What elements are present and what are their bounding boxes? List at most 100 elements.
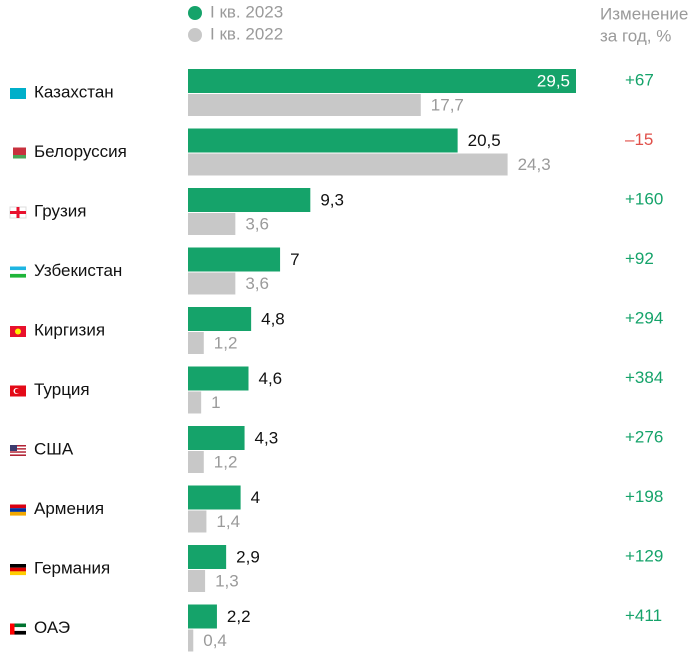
change-value: +276 (625, 427, 663, 446)
bar (188, 69, 576, 93)
flag (10, 623, 26, 628)
flag-icon (10, 147, 26, 159)
value-label: 1,3 (215, 571, 239, 590)
legend-swatch (188, 28, 202, 42)
legend-label: I кв. 2023 (210, 2, 283, 21)
category-label: Турция (34, 380, 90, 399)
bar (188, 391, 202, 414)
flag-icon (10, 564, 26, 576)
value-label: 20,5 (468, 131, 501, 150)
change-value: +160 (625, 189, 663, 208)
change-value: +294 (625, 308, 663, 327)
bar (188, 545, 227, 569)
legend-label: I кв. 2022 (210, 24, 283, 43)
change-value: +92 (625, 249, 654, 268)
value-label: 7 (290, 250, 299, 269)
flag (14, 388, 20, 394)
bar (188, 451, 204, 473)
flag (10, 630, 26, 635)
flag-icon (10, 623, 26, 635)
flag (10, 567, 26, 572)
bar (188, 272, 236, 295)
flag (10, 623, 15, 635)
category-label: Армения (34, 499, 104, 518)
bar (188, 247, 281, 272)
category-label: США (34, 439, 74, 458)
flag (10, 445, 17, 451)
value-label: 17,7 (431, 95, 464, 114)
flag (10, 454, 26, 456)
bar (188, 510, 207, 533)
bar (188, 426, 245, 450)
bar (188, 332, 204, 354)
category-label: Белоруссия (34, 142, 127, 161)
flag (10, 266, 26, 271)
value-label: 1,2 (214, 452, 238, 471)
bar (188, 604, 217, 629)
flag-icon (10, 326, 26, 337)
change-value: +411 (625, 606, 662, 625)
change-header: за год, % (600, 26, 671, 45)
bar (188, 94, 421, 116)
value-label: 4,3 (255, 428, 279, 447)
flag (10, 452, 26, 455)
flag-icon (10, 504, 26, 516)
change-value: +198 (625, 487, 663, 506)
value-label: 1,4 (216, 512, 240, 531)
value-label: 2,2 (227, 607, 251, 626)
bar (188, 128, 458, 153)
bar (188, 629, 194, 652)
flag (10, 504, 26, 509)
flag-icon (10, 266, 26, 278)
category-label: Грузия (34, 201, 87, 220)
flag (10, 564, 26, 568)
value-label: 3,6 (245, 274, 269, 293)
flag-icon (9, 206, 27, 219)
change-header: Изменение (600, 4, 688, 23)
bar (188, 188, 311, 212)
change-value: +129 (625, 546, 663, 565)
flag (10, 451, 26, 453)
category-label: Германия (34, 558, 110, 577)
value-label: 1 (211, 393, 220, 412)
flag (10, 147, 13, 159)
flag (15, 328, 21, 335)
flag (10, 270, 26, 274)
flag (10, 449, 26, 452)
flag (10, 511, 26, 516)
bar (188, 485, 241, 510)
flag (10, 445, 26, 447)
flag (10, 448, 26, 450)
bar (188, 570, 206, 592)
value-label: 0,4 (203, 631, 227, 650)
flag (10, 88, 26, 99)
bar (188, 153, 508, 176)
bar (188, 366, 249, 391)
category-label: Киргизия (34, 320, 105, 339)
flag (10, 155, 26, 159)
change-value: +67 (625, 70, 654, 89)
flag-icon (10, 445, 26, 456)
flag-icon (10, 88, 26, 99)
bar (188, 213, 236, 235)
flag-icon (10, 385, 26, 397)
change-value: –15 (625, 130, 653, 149)
value-label: 24,3 (518, 155, 551, 174)
category-label: ОАЭ (34, 618, 70, 637)
flag (10, 147, 26, 155)
flag (10, 446, 26, 449)
value-label: 9,3 (320, 190, 344, 209)
flag (10, 627, 26, 631)
value-label: 2,9 (236, 547, 260, 566)
flag (10, 571, 26, 576)
value-label: 1,2 (214, 333, 238, 352)
bar (188, 307, 252, 331)
value-label: 4,8 (261, 309, 285, 328)
flag (10, 508, 26, 512)
legend-swatch (188, 6, 202, 20)
value-label: 29,5 (537, 71, 570, 90)
category-label: Казахстан (34, 82, 114, 101)
flag (10, 211, 26, 214)
value-label: 3,6 (245, 214, 269, 233)
